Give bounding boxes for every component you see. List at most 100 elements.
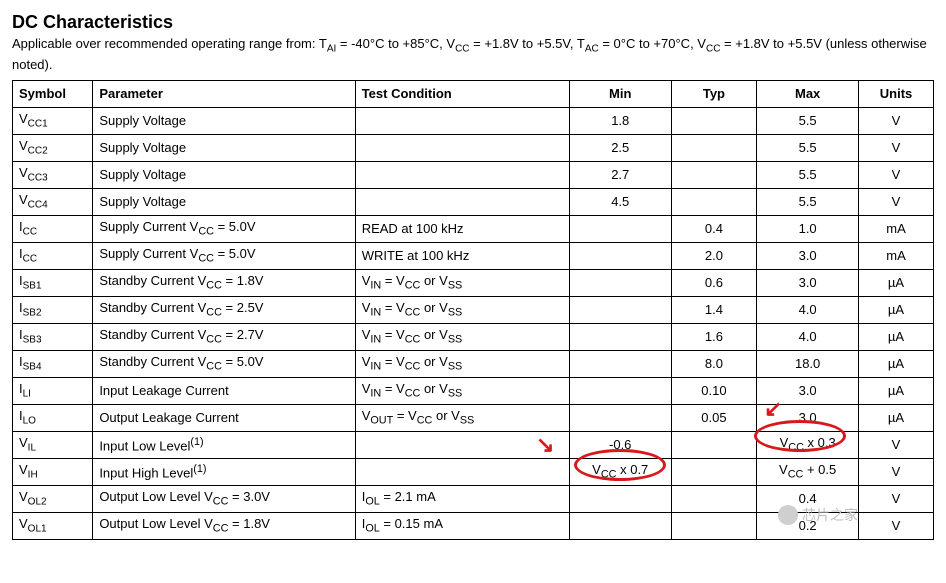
table-row: VCC2Supply Voltage2.55.5V <box>13 134 934 161</box>
cell-symbol: ILO <box>13 404 93 431</box>
table-body: VCC1Supply Voltage1.85.5VVCC2Supply Volt… <box>13 107 934 539</box>
cell-max: 0.2 <box>757 512 859 539</box>
table-row: ICCSupply Current VCC = 5.0VREAD at 100 … <box>13 215 934 242</box>
cell-condition: WRITE at 100 kHz <box>355 242 569 269</box>
subtitle-text: = -40°C to +85°C, V <box>336 36 455 51</box>
table-row: ISB1Standby Current VCC = 1.8VVIN = VCC … <box>13 269 934 296</box>
cell-min: 4.5 <box>569 188 671 215</box>
cell-units: µA <box>859 269 934 296</box>
cell-symbol: VCC2 <box>13 134 93 161</box>
subtitle-sub: CC <box>455 44 469 55</box>
cell-condition: IOL = 0.15 mA <box>355 512 569 539</box>
cell-max: 18.0 <box>757 350 859 377</box>
cell-min <box>569 296 671 323</box>
cell-typ <box>671 431 757 458</box>
cell-parameter: Input Leakage Current <box>93 377 355 404</box>
cell-min: -0.6 <box>569 431 671 458</box>
cell-max: VCC + 0.5 <box>757 458 859 485</box>
cell-condition <box>355 134 569 161</box>
cell-symbol: ISB1 <box>13 269 93 296</box>
cell-condition <box>355 161 569 188</box>
cell-typ <box>671 485 757 512</box>
cell-symbol: ISB2 <box>13 296 93 323</box>
cell-typ <box>671 134 757 161</box>
cell-typ <box>671 188 757 215</box>
cell-units: µA <box>859 350 934 377</box>
cell-units: V <box>859 512 934 539</box>
cell-max: 5.5 <box>757 161 859 188</box>
cell-min <box>569 377 671 404</box>
cell-symbol: ISB4 <box>13 350 93 377</box>
cell-typ <box>671 161 757 188</box>
section-subtitle: Applicable over recommended operating ra… <box>12 35 934 74</box>
cell-typ: 0.6 <box>671 269 757 296</box>
cell-parameter: Output Low Level VCC = 3.0V <box>93 485 355 512</box>
cell-min: VCC x 0.7 <box>569 458 671 485</box>
cell-max: 3.0 <box>757 377 859 404</box>
cell-min <box>569 485 671 512</box>
cell-units: V <box>859 458 934 485</box>
cell-parameter: Supply Voltage <box>93 134 355 161</box>
cell-max: 5.5 <box>757 188 859 215</box>
cell-max: 4.0 <box>757 323 859 350</box>
cell-condition <box>355 431 569 458</box>
cell-parameter: Supply Voltage <box>93 107 355 134</box>
cell-max: 0.4 <box>757 485 859 512</box>
cell-condition: VIN = VCC or VSS <box>355 377 569 404</box>
table-row: VOL2Output Low Level VCC = 3.0VIOL = 2.1… <box>13 485 934 512</box>
cell-units: V <box>859 485 934 512</box>
cell-typ: 1.4 <box>671 296 757 323</box>
cell-symbol: VIL <box>13 431 93 458</box>
dc-characteristics-table: Symbol Parameter Test Condition Min Typ … <box>12 80 934 540</box>
col-min: Min <box>569 80 671 107</box>
table-row: VCC3Supply Voltage2.75.5V <box>13 161 934 188</box>
col-typ: Typ <box>671 80 757 107</box>
cell-parameter: Supply Current VCC = 5.0V <box>93 215 355 242</box>
cell-min <box>569 323 671 350</box>
cell-condition <box>355 107 569 134</box>
table-row: VIHInput High Level(1)VCC x 0.7VCC + 0.5… <box>13 458 934 485</box>
cell-typ: 8.0 <box>671 350 757 377</box>
cell-condition: VIN = VCC or VSS <box>355 350 569 377</box>
col-max: Max <box>757 80 859 107</box>
col-units: Units <box>859 80 934 107</box>
cell-symbol: VOL1 <box>13 512 93 539</box>
cell-min: 2.7 <box>569 161 671 188</box>
cell-typ <box>671 458 757 485</box>
cell-min: 2.5 <box>569 134 671 161</box>
cell-typ: 2.0 <box>671 242 757 269</box>
cell-parameter: Standby Current VCC = 5.0V <box>93 350 355 377</box>
cell-units: µA <box>859 377 934 404</box>
cell-symbol: ICC <box>13 215 93 242</box>
cell-max: VCC x 0.3 <box>757 431 859 458</box>
cell-max: 3.0 <box>757 242 859 269</box>
subtitle-sub: AI <box>327 44 336 55</box>
cell-parameter: Output Leakage Current <box>93 404 355 431</box>
cell-parameter: Standby Current VCC = 2.7V <box>93 323 355 350</box>
cell-units: mA <box>859 242 934 269</box>
table-row: ICCSupply Current VCC = 5.0VWRITE at 100… <box>13 242 934 269</box>
table-row: ISB2Standby Current VCC = 2.5VVIN = VCC … <box>13 296 934 323</box>
cell-symbol: VCC4 <box>13 188 93 215</box>
cell-parameter: Standby Current VCC = 1.8V <box>93 269 355 296</box>
table-row: ISB4Standby Current VCC = 5.0VVIN = VCC … <box>13 350 934 377</box>
cell-min <box>569 215 671 242</box>
table-header-row: Symbol Parameter Test Condition Min Typ … <box>13 80 934 107</box>
subtitle-text: = +1.8V to +5.5V, T <box>470 36 585 51</box>
cell-symbol: VCC3 <box>13 161 93 188</box>
cell-symbol: ILI <box>13 377 93 404</box>
table-row: VCC1Supply Voltage1.85.5V <box>13 107 934 134</box>
cell-min <box>569 269 671 296</box>
cell-units: µA <box>859 323 934 350</box>
col-condition: Test Condition <box>355 80 569 107</box>
subtitle-sub: AC <box>585 44 599 55</box>
cell-units: V <box>859 431 934 458</box>
cell-parameter: Standby Current VCC = 2.5V <box>93 296 355 323</box>
cell-units: µA <box>859 296 934 323</box>
cell-max: 1.0 <box>757 215 859 242</box>
cell-parameter: Output Low Level VCC = 1.8V <box>93 512 355 539</box>
subtitle-text: Applicable over recommended operating ra… <box>12 36 327 51</box>
cell-min <box>569 242 671 269</box>
cell-max: 3.0 <box>757 269 859 296</box>
cell-symbol: VOL2 <box>13 485 93 512</box>
